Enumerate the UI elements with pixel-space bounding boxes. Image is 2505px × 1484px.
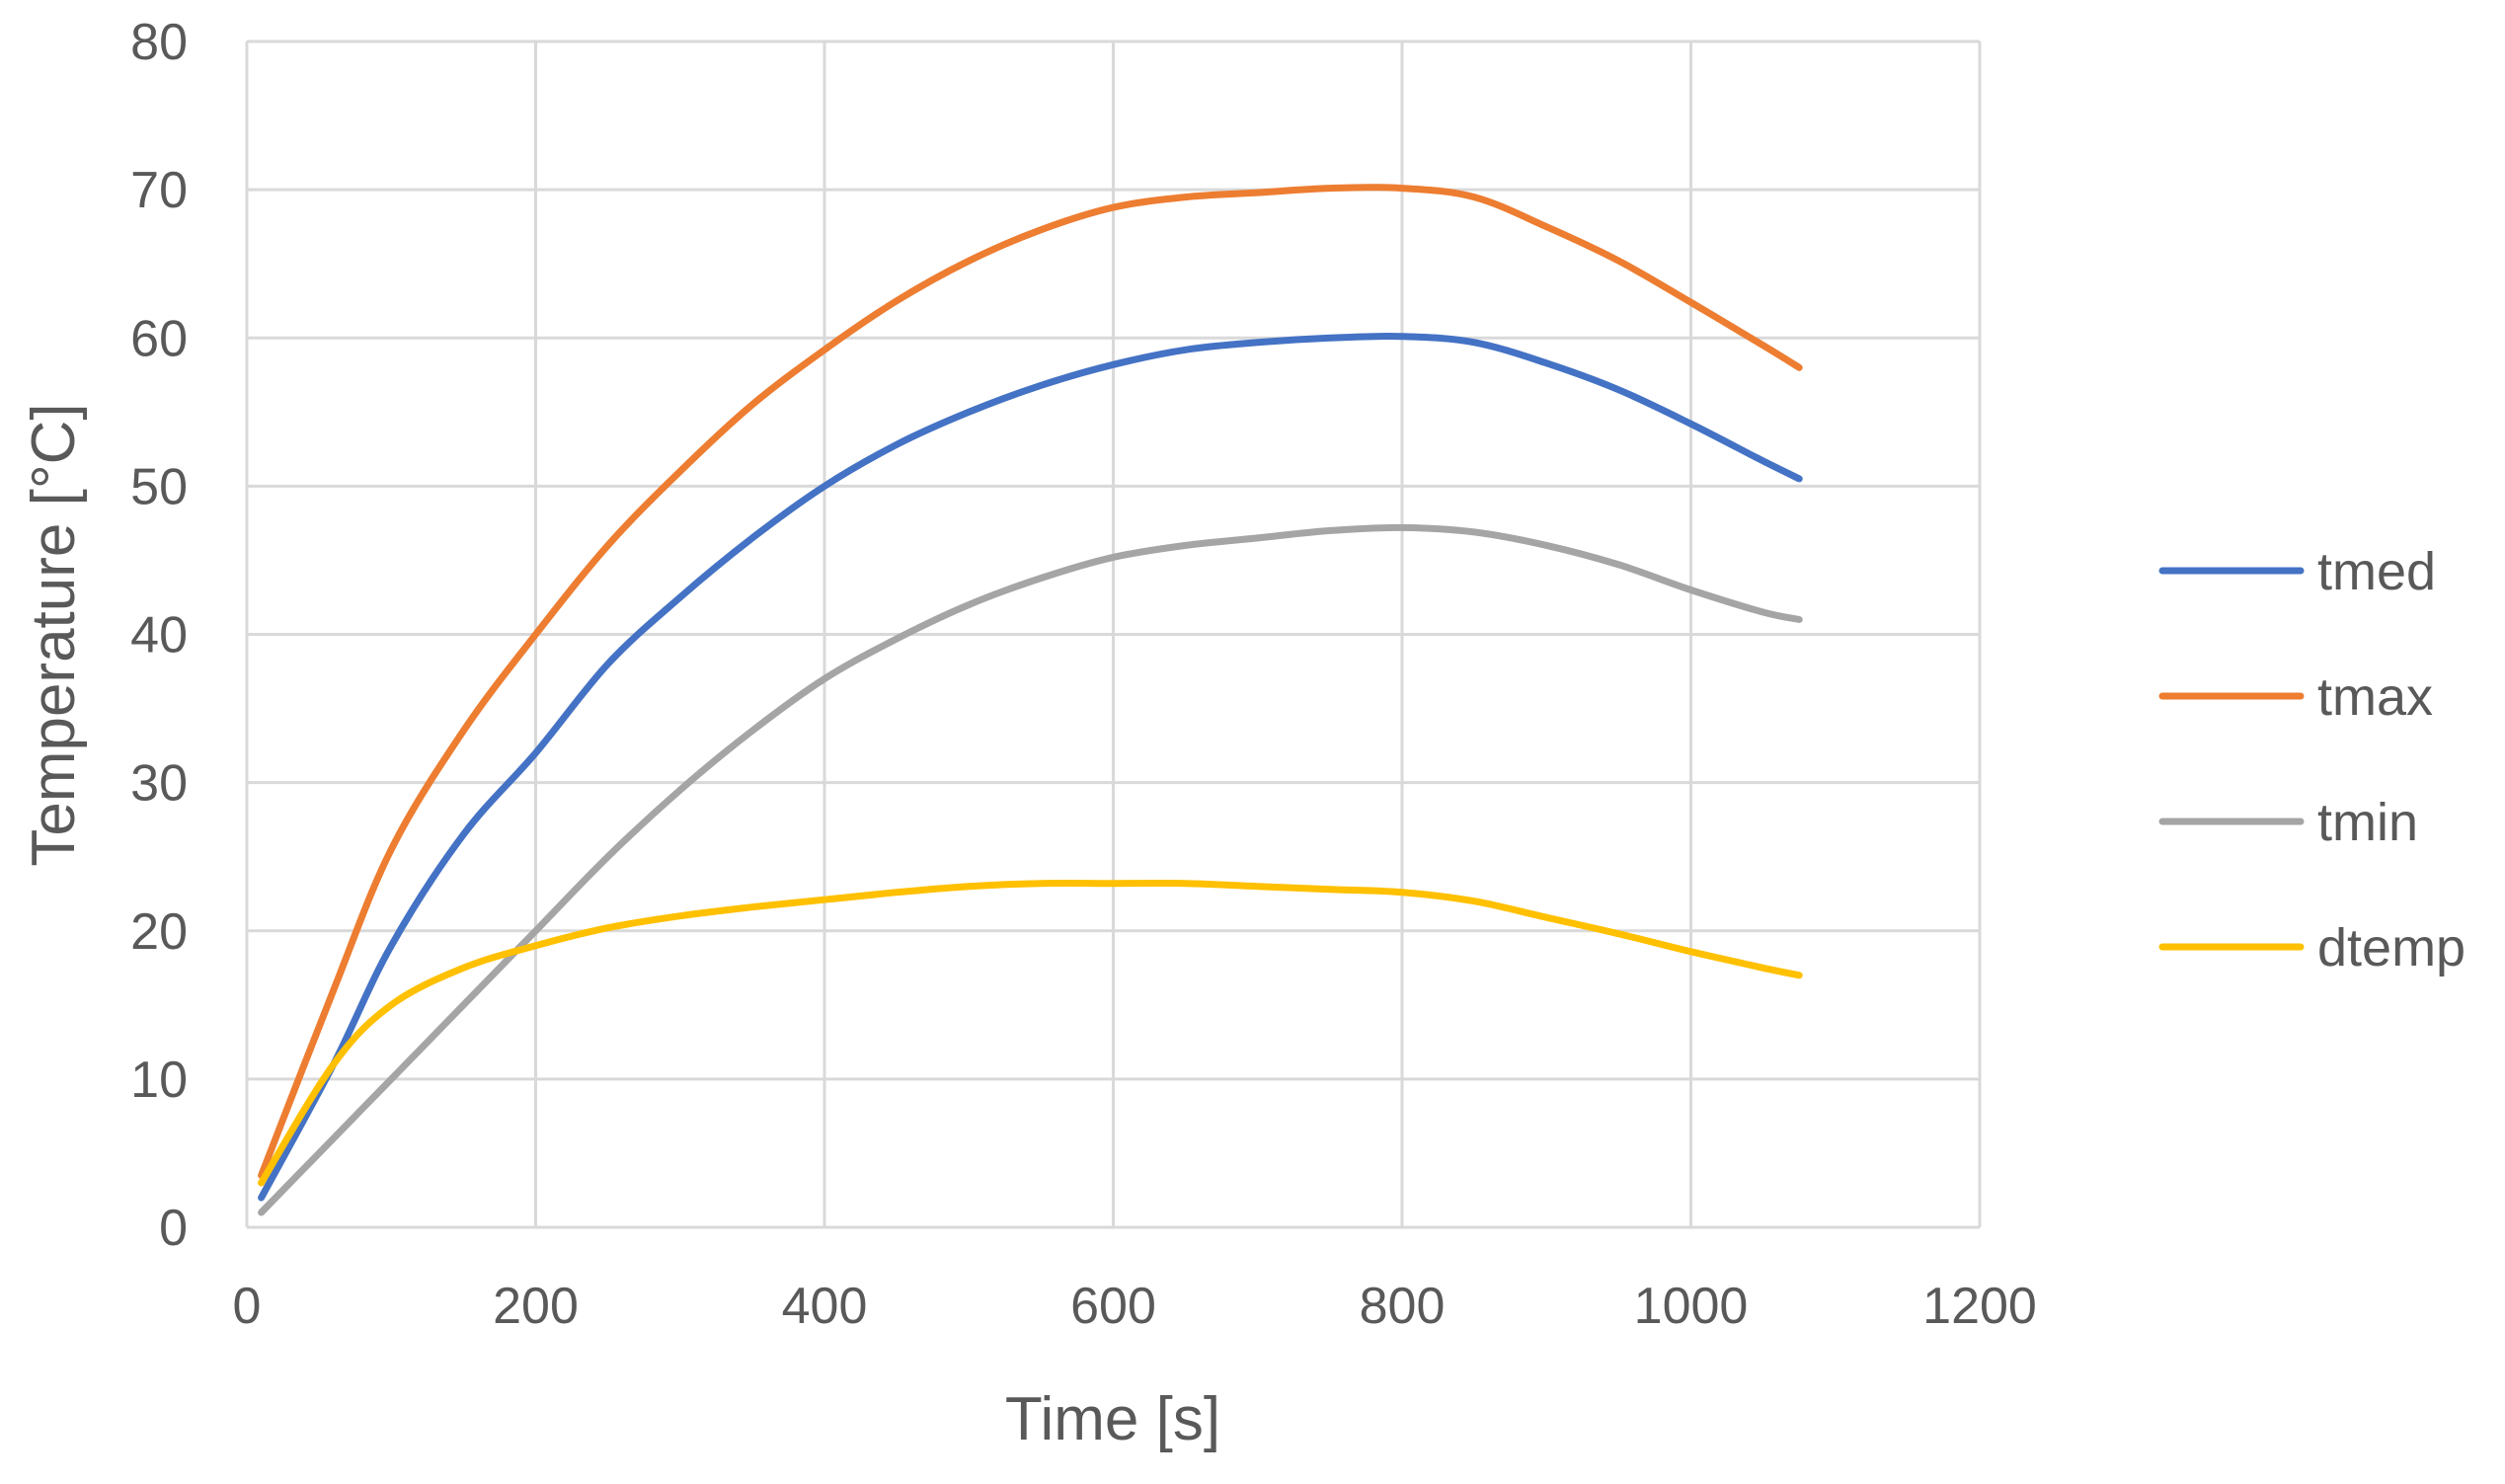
legend: tmed tmax tmin dtemp bbox=[2158, 542, 2466, 977]
series-line-tmed bbox=[258, 332, 1803, 1202]
y-tick-label: 60 bbox=[130, 310, 188, 367]
legend-label-tmax: tmax bbox=[2317, 667, 2433, 727]
x-axis-title: Time [s] bbox=[1005, 1385, 1220, 1453]
x-tick-label: 0 bbox=[233, 1278, 262, 1335]
gridlines bbox=[245, 39, 1982, 1229]
y-tick-label: 0 bbox=[159, 1200, 188, 1257]
series-line-dtemp bbox=[258, 879, 1803, 1187]
y-tick-label: 10 bbox=[130, 1052, 188, 1109]
x-tick-label: 800 bbox=[1360, 1278, 1446, 1335]
legend-label-dtemp: dtemp bbox=[2317, 918, 2466, 977]
x-tick-label: 600 bbox=[1070, 1278, 1156, 1335]
y-tick-label: 70 bbox=[130, 162, 188, 219]
legend-label-tmin: tmin bbox=[2317, 793, 2418, 852]
y-tick-label: 20 bbox=[130, 903, 188, 961]
y-tick-label: 50 bbox=[130, 458, 188, 515]
x-tick-label: 200 bbox=[493, 1278, 579, 1335]
y-tick-label: 40 bbox=[130, 607, 188, 664]
y-tick-labels: 0 10 20 30 40 50 60 70 80 bbox=[130, 14, 188, 1257]
y-tick-label: 30 bbox=[130, 755, 188, 813]
x-tick-label: 1200 bbox=[1922, 1278, 2037, 1335]
x-tick-labels: 0 200 400 600 800 1000 1200 bbox=[233, 1278, 2037, 1335]
legend-label-tmed: tmed bbox=[2317, 542, 2436, 601]
series-line-tmin bbox=[258, 523, 1803, 1216]
series-lines bbox=[258, 184, 1803, 1216]
x-tick-label: 400 bbox=[782, 1278, 868, 1335]
y-axis-title: Temperature [°C] bbox=[20, 403, 88, 866]
y-tick-label: 80 bbox=[130, 14, 188, 71]
x-tick-label: 1000 bbox=[1634, 1278, 1749, 1335]
series-line-tmax bbox=[258, 184, 1803, 1179]
